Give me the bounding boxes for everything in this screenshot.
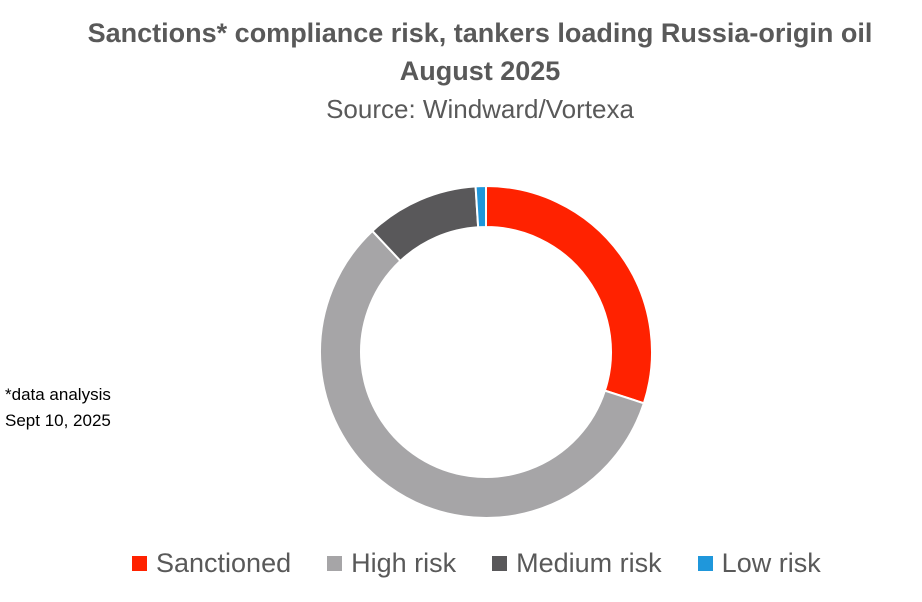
legend-item-medium-risk: Medium risk	[492, 548, 662, 579]
donut-slice-sanctioned	[485, 184, 653, 405]
donut-slice-high-risk	[319, 229, 646, 519]
legend-item-sanctioned: Sanctioned	[132, 548, 291, 579]
footnote-line-1: *data analysis	[5, 385, 111, 404]
legend-swatch	[132, 556, 147, 571]
legend-label: Medium risk	[516, 548, 662, 578]
legend: Sanctioned High risk Medium risk Low risk	[132, 548, 821, 579]
legend-swatch	[697, 556, 713, 571]
legend-swatch	[492, 556, 508, 571]
donut-slice-low-risk	[474, 184, 487, 229]
footnote: *data analysis Sept 10, 2025	[5, 382, 111, 434]
chart-title: Sanctions* compliance risk, tankers load…	[0, 14, 922, 90]
legend-label: Sanctioned	[156, 548, 292, 578]
title-line-2: August 2025	[399, 56, 561, 86]
chart-subtitle: Source: Windward/Vortexa	[326, 94, 634, 124]
legend-item-high-risk: High risk	[327, 548, 456, 579]
legend-swatch	[327, 556, 343, 571]
footnote-line-2: Sept 10, 2025	[5, 411, 111, 430]
legend-item-low-risk: Low risk	[697, 548, 821, 579]
legend-label: High risk	[351, 548, 457, 578]
legend-label: Low risk	[721, 548, 821, 578]
title-line-1: Sanctions* compliance risk, tankers load…	[87, 18, 873, 48]
